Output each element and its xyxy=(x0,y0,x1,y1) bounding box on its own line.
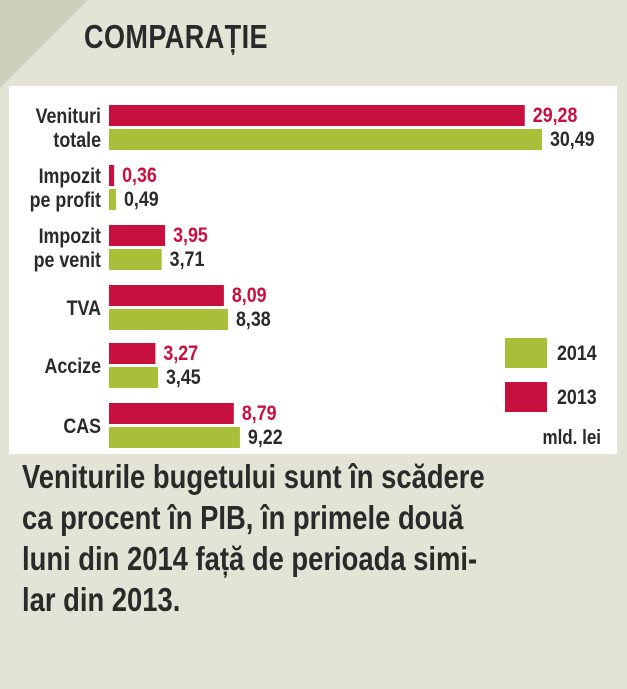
category-label: Accize xyxy=(44,355,101,379)
bar-2013 xyxy=(109,403,234,424)
data-label-2014: 0,49 xyxy=(124,188,159,212)
bar-2013 xyxy=(109,285,224,306)
legend-label-2014: 2014 xyxy=(557,342,597,366)
data-label-2013: 3,27 xyxy=(163,342,198,366)
data-label-2014: 3,71 xyxy=(170,248,205,272)
caption-line: luni din 2014 față de perioada simi- xyxy=(22,540,478,577)
bar-2014 xyxy=(109,427,240,448)
caption-line: lar din 2013. xyxy=(22,581,181,618)
data-label-2014: 30,49 xyxy=(550,128,595,152)
category-label: pe profit xyxy=(30,189,102,213)
bar-2013 xyxy=(109,105,525,126)
category-label: Impozit xyxy=(39,165,102,189)
bar-2014 xyxy=(109,309,228,330)
data-label-2013: 29,28 xyxy=(533,104,578,128)
category-label: CAS xyxy=(63,415,101,439)
legend-swatch-2013 xyxy=(505,382,547,412)
legend-unit-label: mld. lei xyxy=(542,426,601,449)
bar-2013 xyxy=(109,343,156,364)
legend-swatch-2014 xyxy=(505,338,547,368)
caption: Veniturile bugetului sunt în scădere ca … xyxy=(22,456,612,620)
data-label-2013: 0,36 xyxy=(122,164,157,188)
legend-label-2013: 2013 xyxy=(557,386,597,410)
bar-2013 xyxy=(109,225,166,246)
caption-line: Veniturile bugetului sunt în scădere xyxy=(22,458,485,495)
category-label: Venituri xyxy=(36,105,101,129)
data-label-2014: 8,38 xyxy=(236,308,271,332)
page-title: COMPARAȚIE xyxy=(84,18,269,55)
category-label: Impozit xyxy=(39,225,102,249)
bar-2014 xyxy=(109,189,116,210)
data-label-2013: 8,09 xyxy=(232,284,267,308)
category-label: TVA xyxy=(67,297,101,321)
corner-decoration xyxy=(0,0,88,88)
chart-panel: 29,28 30,49 Venituri totale 0,36 0,49 Impozit p… xyxy=(9,86,617,454)
data-label-2014: 9,22 xyxy=(248,426,283,450)
bar-2014 xyxy=(109,367,158,388)
bar-2014 xyxy=(109,249,162,270)
data-label-2013: 3,95 xyxy=(173,224,208,248)
category-label: pe venit xyxy=(34,249,102,273)
caption-line: ca procent în PIB, în primele două xyxy=(22,499,464,536)
data-label-2013: 8,79 xyxy=(242,402,277,426)
data-label-2014: 3,45 xyxy=(166,366,201,390)
bar-chart: 29,2830,49Venituritotale0,360,49Impozitp… xyxy=(30,104,601,450)
bar-2013 xyxy=(109,165,115,186)
category-label: totale xyxy=(53,129,101,153)
bar-2014 xyxy=(109,129,542,150)
